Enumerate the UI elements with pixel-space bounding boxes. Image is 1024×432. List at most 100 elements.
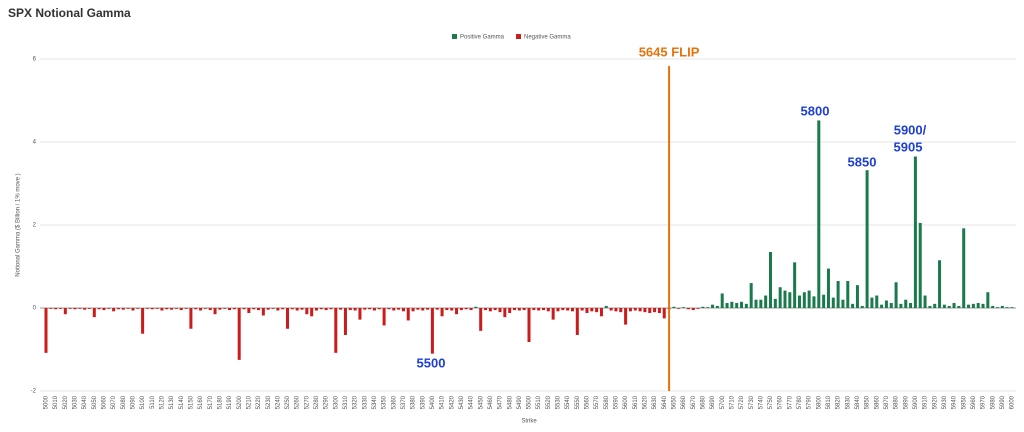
bar [619,308,623,313]
bar [899,303,903,308]
bar [788,292,792,308]
x-tick-label: 5610 [633,395,639,409]
bar [136,308,140,309]
bar [653,308,657,313]
bar [363,308,367,310]
y-tick-label: 0 [33,306,37,312]
x-tick-label: 5140 [179,395,185,409]
bar [822,294,826,308]
x-tick-label: 5770 [787,395,793,409]
x-tick-label: 5410 [440,395,446,409]
x-tick-label: 5300 [333,395,339,409]
x-tick-label: 5800 [816,395,822,409]
bar [121,308,125,310]
bar [913,156,917,308]
x-tick-label: 5920 [932,395,938,409]
bar [851,303,855,308]
bar [648,308,652,313]
x-tick-label: 5670 [691,395,697,409]
bar [604,305,608,308]
bar [769,251,772,308]
bar [102,308,106,311]
bar [450,308,454,311]
bar [513,308,517,311]
bar [368,308,372,310]
x-tick-label: 5990 [1000,395,1006,409]
x-tick-label: 5720 [739,395,745,409]
x-tick-label: 5440 [469,395,475,409]
bar [561,308,565,311]
x-tick-label: 5620 [642,395,648,409]
x-tick-label: 5500 [527,395,533,409]
bar [464,308,468,310]
x-tick-label: 5070 [111,395,117,409]
bar [942,304,946,308]
bar [78,308,82,309]
bar [609,308,613,311]
x-tick-label: 5820 [836,395,842,409]
bar [938,260,942,308]
x-tick-label: 5150 [188,395,194,409]
legend-swatch [516,34,522,39]
x-tick-label: 5640 [662,395,668,409]
x-tick-label: 5350 [382,395,388,409]
bar [174,308,178,309]
x-axis-title: Strike [521,419,537,425]
bar [836,281,840,308]
x-tick-label: 5210 [246,395,252,409]
bar [92,308,96,318]
bar [343,308,347,335]
legend-swatch [452,34,457,39]
bar [566,308,570,311]
x-tick-label: 5460 [488,395,494,409]
x-tick-label: 5760 [778,395,784,409]
bar [735,303,739,308]
annotation: 5900/ [894,122,927,137]
bar [580,308,584,311]
x-tick-label: 5780 [797,395,803,409]
chart-title: SPX Notional Gamma [8,6,131,20]
bar [517,308,521,311]
x-tick-label: 5960 [971,395,977,409]
bar [947,305,951,308]
x-tick-label: 5230 [266,395,272,409]
bar [749,283,753,308]
x-tick-label: 5970 [981,395,987,409]
x-tick-label: 5380 [411,395,417,409]
bar [469,308,473,311]
x-tick-label: 5880 [894,395,900,409]
x-tick-label: 5290 [324,395,330,409]
x-tick-label: 5710 [729,395,735,409]
bar [459,308,463,311]
x-tick-label: 5420 [449,395,455,409]
bar [643,308,647,313]
bar [203,308,207,309]
bar [730,301,734,308]
bar [87,308,91,309]
x-tick-label: 5340 [372,395,378,409]
x-tick-label: 5830 [845,395,851,409]
bar [165,308,169,310]
bar [1005,307,1009,308]
x-tick-label: 5890 [903,395,909,409]
x-tick-label: 5110 [150,395,156,409]
bar [720,293,724,308]
bar [904,299,908,308]
bar [116,308,120,310]
x-tick-label: 5530 [556,395,562,409]
x-tick-label: 5730 [749,395,755,409]
x-tick-label: 5080 [121,395,127,409]
bar [773,298,777,308]
bar [599,308,603,317]
y-tick-label: 4 [33,140,37,146]
bar [744,303,748,308]
bar [846,281,850,308]
bar [691,308,695,311]
bar [812,296,816,308]
bar [894,282,898,308]
x-tick-label: 5390 [420,395,426,409]
bar [426,308,430,310]
bar [493,308,497,311]
bar [358,308,362,320]
bar [401,308,405,312]
